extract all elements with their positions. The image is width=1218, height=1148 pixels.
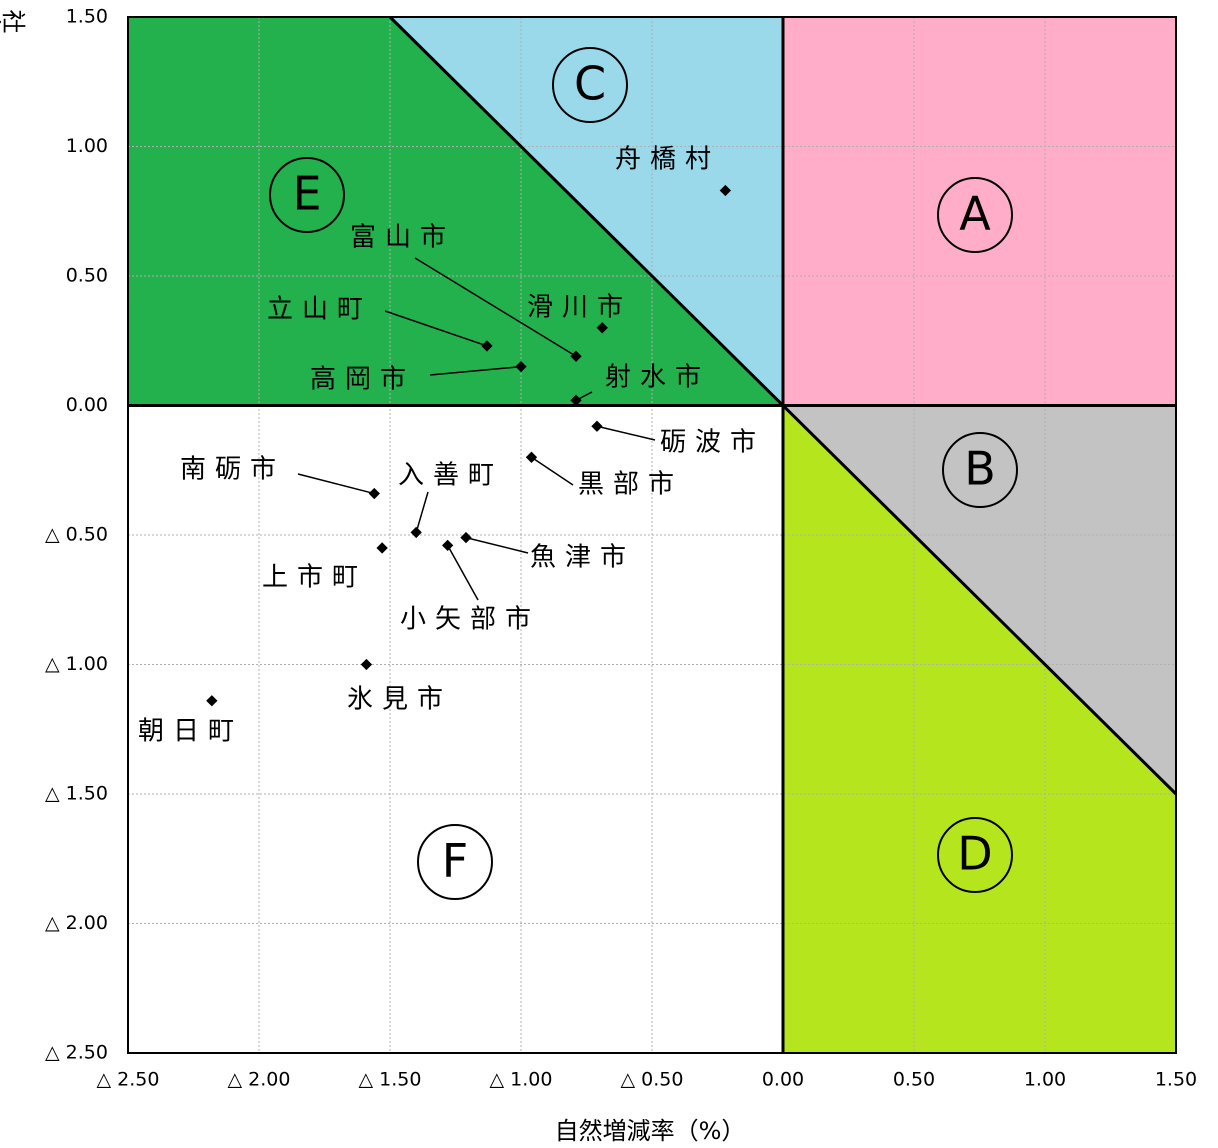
point-label: 南砺市	[180, 455, 285, 485]
x-tick-label: 0.50	[893, 1069, 935, 1091]
y-tick-label: △ 1.50	[45, 783, 108, 805]
leader-line	[429, 365, 522, 376]
region-label: A	[959, 187, 991, 241]
region-label: C	[574, 57, 606, 111]
leader-line	[596, 425, 656, 441]
x-tick-label: △ 0.50	[621, 1069, 684, 1091]
y-tick-label: △ 0.50	[45, 524, 108, 546]
region-circle	[269, 157, 345, 233]
point	[360, 658, 373, 671]
point-label: 富山市	[350, 223, 455, 253]
point	[481, 340, 493, 352]
point	[515, 360, 527, 373]
y-tick-label: △ 2.50	[45, 1042, 108, 1064]
point-label: 高岡市	[310, 365, 415, 395]
leader-line	[414, 257, 577, 357]
point-label: 入善町	[398, 461, 503, 491]
frame: A B C D E F	[127, 15, 1178, 1054]
y-tick-label: 1.00	[66, 135, 108, 157]
x-tick-label: △ 2.00	[228, 1069, 291, 1091]
point-label: 小矢部市	[400, 605, 540, 635]
point-label: 砺波市	[660, 428, 765, 458]
point-label: 氷見市	[347, 685, 452, 715]
point	[368, 487, 380, 500]
region-label: E	[292, 167, 321, 221]
point-label: 黒部市	[578, 470, 683, 500]
x-tick-label: 1.00	[1024, 1069, 1066, 1091]
point	[441, 539, 454, 552]
point	[591, 420, 603, 432]
point-label: 射水市	[605, 363, 710, 393]
leader-line	[297, 473, 375, 495]
y-tick-label: 0.50	[66, 265, 108, 287]
y-axis-title: 社会増減率(%)	[0, 5, 26, 33]
point-label: 立山町	[267, 295, 372, 325]
y-tick-label: 0.00	[66, 394, 108, 416]
x-tick-label: 0.00	[762, 1069, 804, 1091]
point	[206, 695, 218, 707]
x-axis-title: 自然増減率（%）	[555, 1117, 746, 1145]
region-a	[783, 17, 1176, 406]
point	[570, 350, 582, 362]
point	[570, 394, 582, 406]
x-tick-label: △ 1.50	[359, 1069, 422, 1091]
region-circle	[942, 432, 1018, 508]
region-e	[128, 17, 783, 406]
region-label: D	[957, 827, 992, 881]
region-label: B	[964, 442, 996, 496]
x-tick-label: △ 1.00	[490, 1069, 553, 1091]
region-label: F	[442, 834, 468, 888]
point-label: 舟橋村	[615, 145, 720, 175]
point-label: 滑川市	[527, 293, 632, 323]
x-tick-label: △ 2.50	[97, 1069, 160, 1091]
point	[376, 542, 388, 554]
point	[525, 451, 538, 463]
leader-line	[446, 544, 479, 601]
y-tick-label: 1.50	[66, 6, 108, 28]
leader-line	[465, 536, 529, 554]
x-tick-label: 1.50	[1155, 1069, 1197, 1091]
point	[410, 526, 422, 539]
leader-line	[415, 491, 429, 533]
point-label: 魚津市	[530, 543, 635, 573]
point	[460, 531, 472, 544]
point-label: 朝日町	[138, 717, 243, 747]
y-tick-label: △ 1.00	[45, 653, 108, 675]
region-d	[783, 405, 1176, 1053]
y-tick-label: △ 2.00	[45, 912, 108, 934]
region-circle	[937, 177, 1013, 253]
plot-frame	[127, 16, 1177, 1054]
region-circle	[552, 47, 628, 123]
leader-line	[531, 456, 574, 486]
point-label: 上市町	[262, 563, 367, 593]
region-f	[128, 405, 783, 1053]
leader-line	[384, 310, 488, 347]
point	[719, 184, 732, 197]
region-circle	[937, 817, 1013, 893]
point	[596, 322, 608, 334]
region-circle	[417, 824, 493, 900]
